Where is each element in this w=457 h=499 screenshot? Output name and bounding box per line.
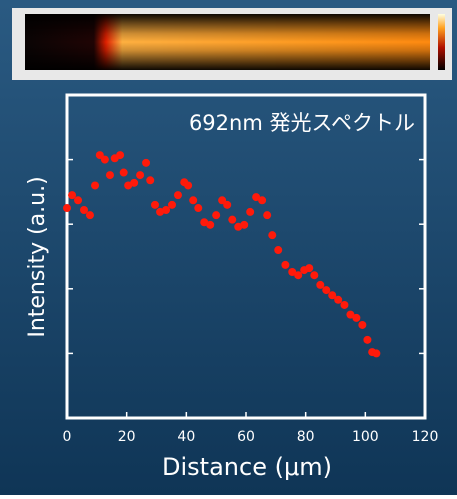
data-point (189, 196, 197, 204)
data-point (194, 204, 202, 212)
data-point (363, 336, 371, 344)
chart-title: 692nm 発光スペクトル (189, 111, 415, 135)
data-point (358, 321, 366, 329)
data-point (281, 261, 289, 269)
data-point (228, 216, 236, 224)
data-point (340, 301, 348, 309)
data-point (106, 171, 114, 179)
data-point (352, 314, 360, 322)
data-point (146, 176, 154, 184)
data-point (223, 201, 231, 209)
x-tick-label: 0 (63, 429, 72, 445)
data-point (101, 156, 109, 164)
data-point (263, 211, 271, 219)
data-point (136, 171, 144, 179)
x-tick-label: 80 (297, 429, 315, 445)
data-point (246, 208, 254, 216)
data-point (86, 211, 94, 219)
data-point (142, 159, 150, 167)
x-axis-label: Distance (μm) (162, 453, 332, 481)
data-point (372, 349, 380, 357)
data-point (258, 196, 266, 204)
y-axis-label: Intensity (a.u.) (25, 176, 50, 337)
data-point (91, 181, 99, 189)
data-point (240, 221, 248, 229)
data-point (184, 181, 192, 189)
emission-image-shade (25, 14, 430, 70)
data-point (305, 264, 313, 272)
data-point (168, 201, 176, 209)
data-point (120, 169, 128, 177)
data-point (174, 191, 182, 199)
data-point (151, 201, 159, 209)
x-tick-label: 60 (237, 429, 255, 445)
data-point (63, 204, 71, 212)
x-tick-label: 100 (352, 429, 379, 445)
data-point (268, 231, 276, 239)
chart: 692nm 発光スペクトル Distance (μm) Intensity (a… (0, 0, 457, 495)
data-point (334, 296, 342, 304)
x-tick-label: 20 (118, 429, 136, 445)
data-point (74, 196, 82, 204)
x-tick-label: 120 (412, 429, 439, 445)
colorbar (438, 14, 445, 70)
data-point (206, 221, 214, 229)
data-point (212, 211, 220, 219)
data-point (116, 151, 124, 159)
x-tick-label: 40 (177, 429, 195, 445)
data-point (130, 179, 138, 187)
data-point (310, 271, 318, 279)
data-point (274, 246, 282, 254)
